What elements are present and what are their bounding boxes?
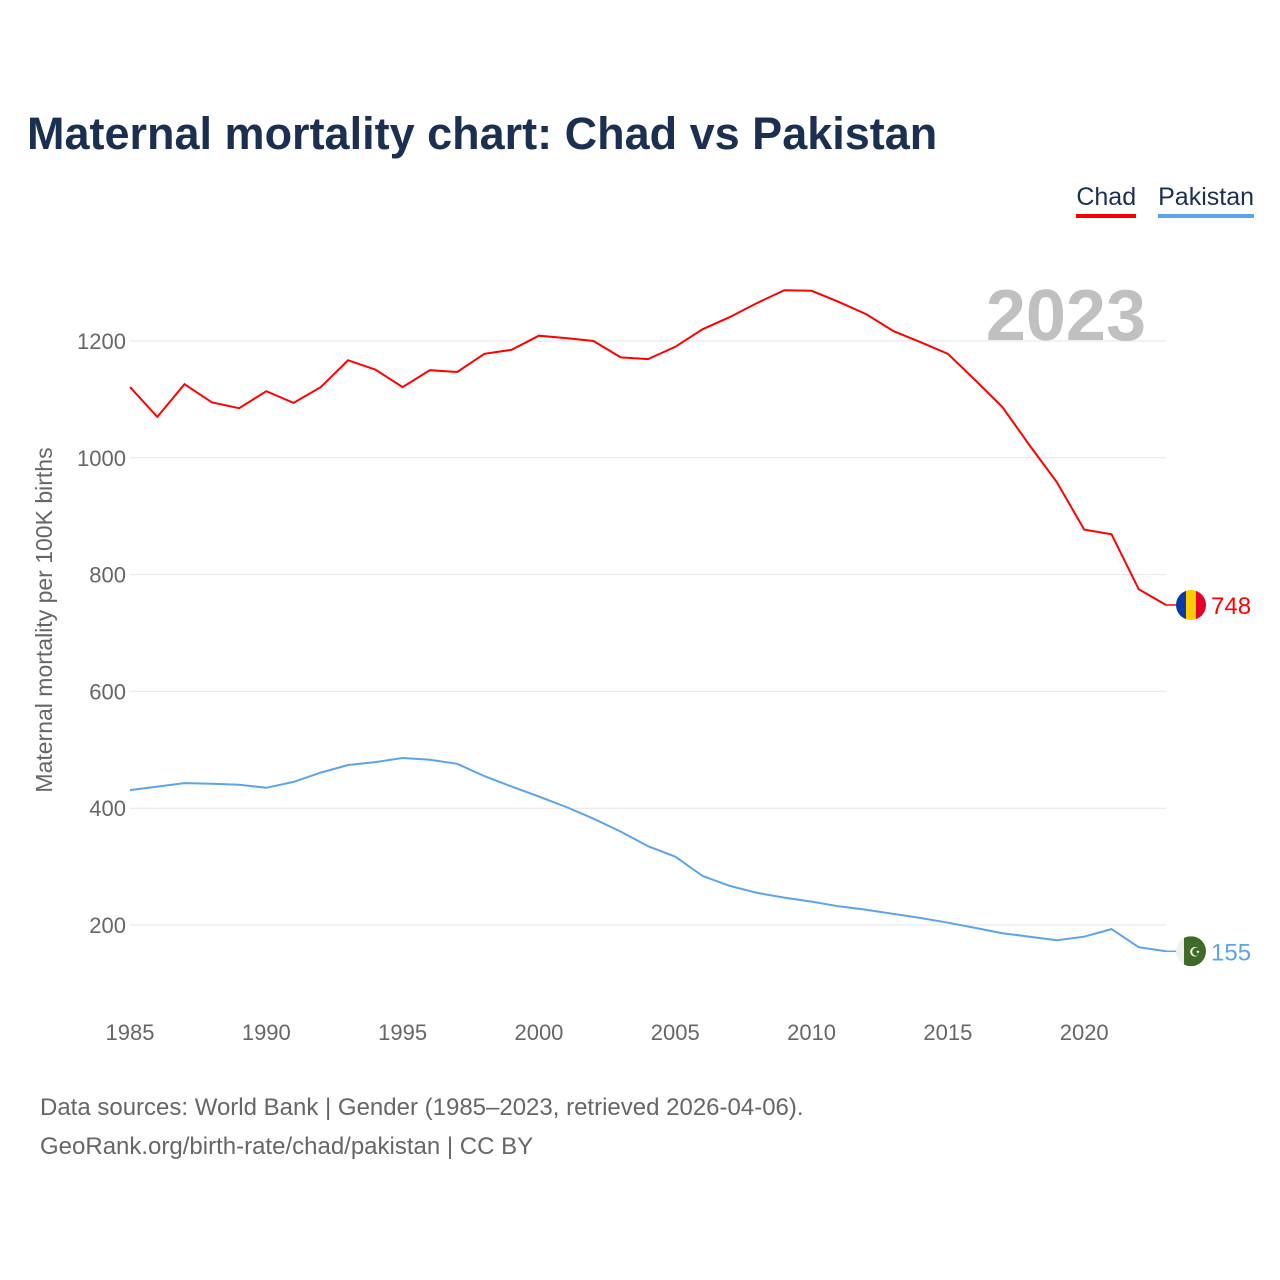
x-tick-label: 2005 <box>651 1020 700 1045</box>
y-axis-label: Maternal mortality per 100K births <box>31 447 57 792</box>
series-line-chad <box>129 289 1167 606</box>
chart-title: Maternal mortality chart: Chad vs Pakist… <box>27 108 938 159</box>
flag-stripe <box>1176 936 1184 967</box>
y-tick-label: 600 <box>89 679 126 704</box>
end-value-label: 748 <box>1211 593 1251 620</box>
x-tick-label: 2015 <box>923 1020 972 1045</box>
end-value-label: 155 <box>1211 939 1251 966</box>
source-note: Data sources: World Bank | Gender (1985–… <box>40 1088 804 1166</box>
flag-stripes <box>1176 589 1206 620</box>
crescent-icon: ☪ <box>1189 944 1201 959</box>
x-tick-label: 1985 <box>106 1020 155 1045</box>
flag-stripe <box>1186 589 1196 620</box>
y-tick-label: 1200 <box>77 329 126 354</box>
year-watermark: 2023 <box>986 276 1146 356</box>
flag-field <box>1184 936 1206 967</box>
y-tick-label: 800 <box>89 563 126 588</box>
x-tick-label: 1990 <box>242 1020 291 1045</box>
legend-pakistan[interactable]: Pakistan <box>1158 183 1254 218</box>
source-line-2[interactable]: GeoRank.org/birth-rate/chad/pakistan | C… <box>40 1133 534 1160</box>
flag-stripe <box>1176 589 1186 620</box>
x-tick-label: 2020 <box>1060 1020 1109 1045</box>
y-tick-label: 1000 <box>77 446 126 471</box>
flag-stripe <box>1196 589 1206 620</box>
x-tick-label: 1995 <box>378 1020 427 1045</box>
legend-chad[interactable]: Chad <box>1076 183 1137 218</box>
pakistan-flag-icon: ☪ <box>1176 936 1206 967</box>
x-tick-label: 2010 <box>787 1020 836 1045</box>
y-tick-label: 200 <box>89 913 126 938</box>
x-tick-label: 2000 <box>514 1020 563 1045</box>
flag-body: ☪ <box>1176 936 1206 967</box>
legend: Chad Pakistan <box>1076 183 1254 218</box>
series-line-pakistan <box>129 756 1167 953</box>
y-tick-label: 400 <box>89 796 126 821</box>
source-line-1: Data sources: World Bank | Gender (1985–… <box>40 1094 804 1121</box>
chad-flag-icon <box>1176 589 1206 620</box>
